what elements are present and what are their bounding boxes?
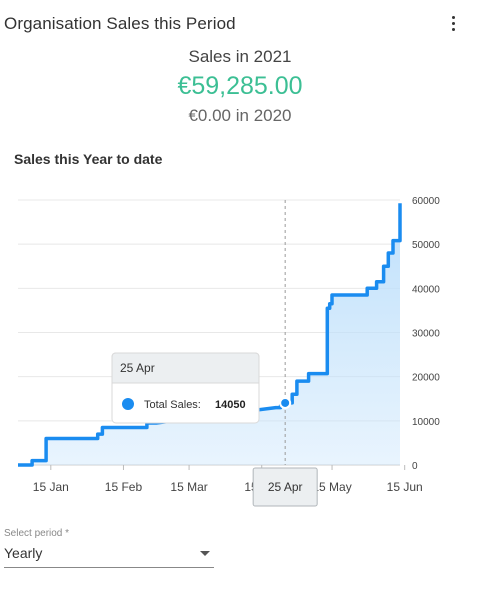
tooltip-series-marker xyxy=(122,398,134,410)
y-tick-label: 10000 xyxy=(412,417,440,428)
dropdown-arrow-icon xyxy=(200,551,210,556)
sales-year-label: Sales in 2021 xyxy=(188,47,292,66)
chart-title: Sales this Year to date xyxy=(14,151,163,167)
period-select-value: Yearly xyxy=(4,545,43,561)
previous-year-sales: €0.00 in 2020 xyxy=(188,106,292,125)
y-tick-label: 20000 xyxy=(412,373,440,384)
y-tick-label: 30000 xyxy=(412,329,440,340)
period-select-label: Select period * xyxy=(4,528,70,539)
series-line-total-sales xyxy=(18,203,402,467)
x-tick-label: 15 Mar xyxy=(170,480,207,494)
tooltip-header-bg xyxy=(111,352,260,384)
sales-area-chart[interactable]: 0 10000 20000 30000 40000 50000 60000 15 Jan 15 … xyxy=(0,180,480,510)
x-tick-label: 15 Jun xyxy=(387,480,423,494)
x-tick-label: 15 May xyxy=(312,480,351,494)
y-tick-label: 0 xyxy=(412,461,418,472)
x-tick-label: 15 Feb xyxy=(105,480,143,494)
crosshair-point xyxy=(279,396,292,409)
card-title: Organisation Sales this Period xyxy=(4,14,236,33)
sales-amount: €59,285.00 xyxy=(177,72,303,100)
tooltip-header: 25 Apr xyxy=(120,361,155,375)
x-tick-label: 15 Jan xyxy=(33,480,69,494)
crosshair-x-label-box xyxy=(252,467,318,507)
tooltip-series-label: Total Sales: xyxy=(144,399,201,411)
tooltip-value: 14050 xyxy=(215,399,246,411)
more-vert-icon[interactable] xyxy=(446,16,460,34)
y-tick-label: 50000 xyxy=(412,240,440,251)
y-tick-label: 40000 xyxy=(412,284,440,295)
crosshair-x-label: 25 Apr xyxy=(268,480,303,494)
y-tick-label: 60000 xyxy=(412,196,440,207)
period-select[interactable]: Yearly xyxy=(4,543,214,568)
series-area-total-sales xyxy=(18,203,400,465)
